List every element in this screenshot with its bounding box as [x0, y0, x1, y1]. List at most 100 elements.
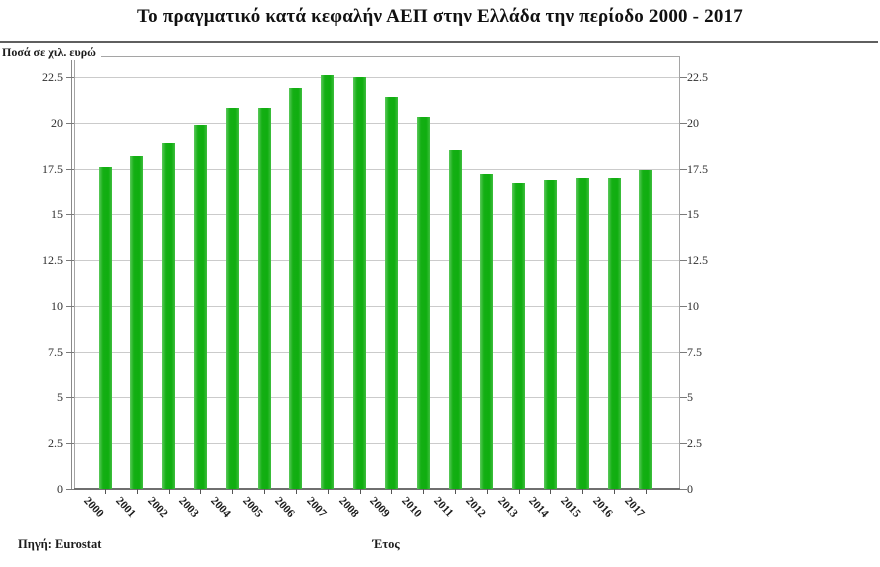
- y-tick-label-right-5: 5: [687, 390, 693, 405]
- gridline-20: [75, 122, 679, 124]
- y-tick-left-2.5: [66, 443, 74, 445]
- y-tick-left-20: [66, 122, 74, 124]
- bar-2014: [543, 179, 557, 489]
- x-tick-label-2011: 2011: [431, 495, 456, 520]
- y-tick-right-20: [680, 122, 687, 124]
- x-tick-2015: [582, 489, 584, 494]
- y-tick-label-right-17.5: 17.5: [687, 161, 708, 176]
- bar-2004: [225, 108, 239, 489]
- y-tick-left-15: [66, 214, 74, 216]
- y-tick-label-left-2.5: 2.5: [48, 436, 63, 451]
- x-tick-2002: [168, 489, 170, 494]
- bar-2002: [162, 143, 176, 489]
- y-tick-label-right-12.5: 12.5: [687, 253, 708, 268]
- bar-2007: [321, 75, 335, 489]
- bar-2009: [384, 97, 398, 489]
- bar-2015: [575, 177, 589, 489]
- x-tick-2011: [455, 489, 457, 494]
- y-tick-label-left-17.5: 17.5: [42, 161, 63, 176]
- x-tick-2017: [645, 489, 647, 494]
- y-tick-label-left-5: 5: [57, 390, 63, 405]
- y-tick-right-5: [680, 397, 687, 399]
- y-tick-right-12.5: [680, 260, 687, 262]
- x-tick-label-2005: 2005: [240, 495, 265, 521]
- x-tick-2013: [518, 489, 520, 494]
- source-note: Πηγή: Eurostat: [18, 537, 102, 551]
- gridline-2.5: [75, 443, 679, 445]
- y-tick-right-10: [680, 305, 687, 307]
- gridline-10: [75, 305, 679, 307]
- bar-2003: [193, 124, 207, 489]
- y-tick-label-right-20: 20: [687, 115, 699, 130]
- y-tick-right-0: [680, 489, 687, 490]
- y-tick-left-17.5: [66, 168, 74, 170]
- y-tick-label-left-10: 10: [51, 298, 63, 313]
- y-tick-left-5: [66, 397, 74, 399]
- bar-2006: [289, 88, 303, 489]
- y-tick-label-left-12.5: 12.5: [42, 253, 63, 268]
- y-tick-label-left-15: 15: [51, 207, 63, 222]
- x-tick-2016: [614, 489, 616, 494]
- y-tick-right-2.5: [680, 443, 687, 445]
- x-tick-label-2002: 2002: [144, 495, 170, 521]
- x-tick-label-2015: 2015: [558, 495, 583, 521]
- x-tick-2006: [295, 489, 297, 494]
- x-tick-label-2010: 2010: [399, 495, 424, 521]
- bar-2001: [130, 155, 144, 489]
- y-tick-right-22.5: [680, 77, 687, 79]
- bar-2010: [416, 117, 430, 489]
- x-tick-label-2008: 2008: [335, 495, 361, 521]
- x-axis-title: Έτος: [372, 537, 400, 551]
- x-tick-label-2009: 2009: [367, 495, 393, 521]
- x-tick-2004: [232, 489, 234, 494]
- x-tick-2014: [550, 489, 552, 494]
- y-tick-label-left-22.5: 22.5: [42, 70, 63, 85]
- bar-2016: [607, 177, 621, 489]
- x-tick-2010: [423, 489, 425, 494]
- x-axis-spine: [74, 488, 680, 490]
- gridline-22.5: [75, 77, 679, 79]
- title-divider: [0, 41, 878, 43]
- x-tick-2012: [486, 489, 488, 494]
- bar-2000: [98, 166, 112, 489]
- y-tick-left-22.5: [66, 77, 74, 79]
- x-tick-2009: [391, 489, 393, 494]
- y-tick-label-right-0: 0: [687, 482, 693, 496]
- bar-2008: [353, 77, 367, 489]
- x-tick-label-2001: 2001: [113, 495, 138, 521]
- gridline-15: [75, 214, 679, 216]
- x-tick-2001: [136, 489, 138, 494]
- y-tick-label-left-0: 0: [57, 482, 63, 496]
- x-tick-label-2013: 2013: [494, 495, 520, 521]
- y-axis-spine: [71, 57, 72, 489]
- y-tick-right-15: [680, 214, 687, 216]
- gridline-7.5: [75, 351, 679, 353]
- y-tick-label-left-7.5: 7.5: [48, 344, 63, 359]
- y-tick-left-12.5: [66, 260, 74, 262]
- y-tick-right-7.5: [680, 351, 687, 353]
- bar-2012: [480, 174, 494, 489]
- x-tick-label-2012: 2012: [463, 495, 488, 521]
- x-tick-2007: [327, 489, 329, 494]
- gridline-17.5: [75, 168, 679, 170]
- y-tick-label-right-22.5: 22.5: [687, 70, 708, 85]
- y-tick-label-right-15: 15: [687, 207, 699, 222]
- bar-2017: [639, 170, 653, 489]
- x-tick-label-2006: 2006: [272, 495, 297, 521]
- x-tick-label-2004: 2004: [208, 495, 233, 521]
- y-tick-label-left-20: 20: [51, 115, 63, 130]
- plot-area: 0 0 2.5 2.5 5 5 7.5 7.5 10 10 12.5 12.5 15 15 17.5 17.5…: [42, 56, 708, 520]
- bar-2011: [448, 150, 462, 489]
- bar-2013: [512, 183, 526, 489]
- x-tick-label-2000: 2000: [81, 495, 106, 521]
- y-tick-label-right-10: 10: [687, 298, 699, 313]
- x-tick-2005: [264, 489, 266, 494]
- gridline-12.5: [75, 260, 679, 262]
- bar-2005: [257, 108, 271, 489]
- y-axis-unit-label: Ποσά σε χιλ. ευρώ: [2, 45, 101, 60]
- y-tick-right-17.5: [680, 168, 687, 170]
- chart-title: Το πραγματικό κατά κεφαλήν ΑΕΠ στην Ελλά…: [137, 6, 743, 27]
- y-tick-left-7.5: [66, 351, 74, 353]
- y-tick-left-0: [66, 489, 74, 490]
